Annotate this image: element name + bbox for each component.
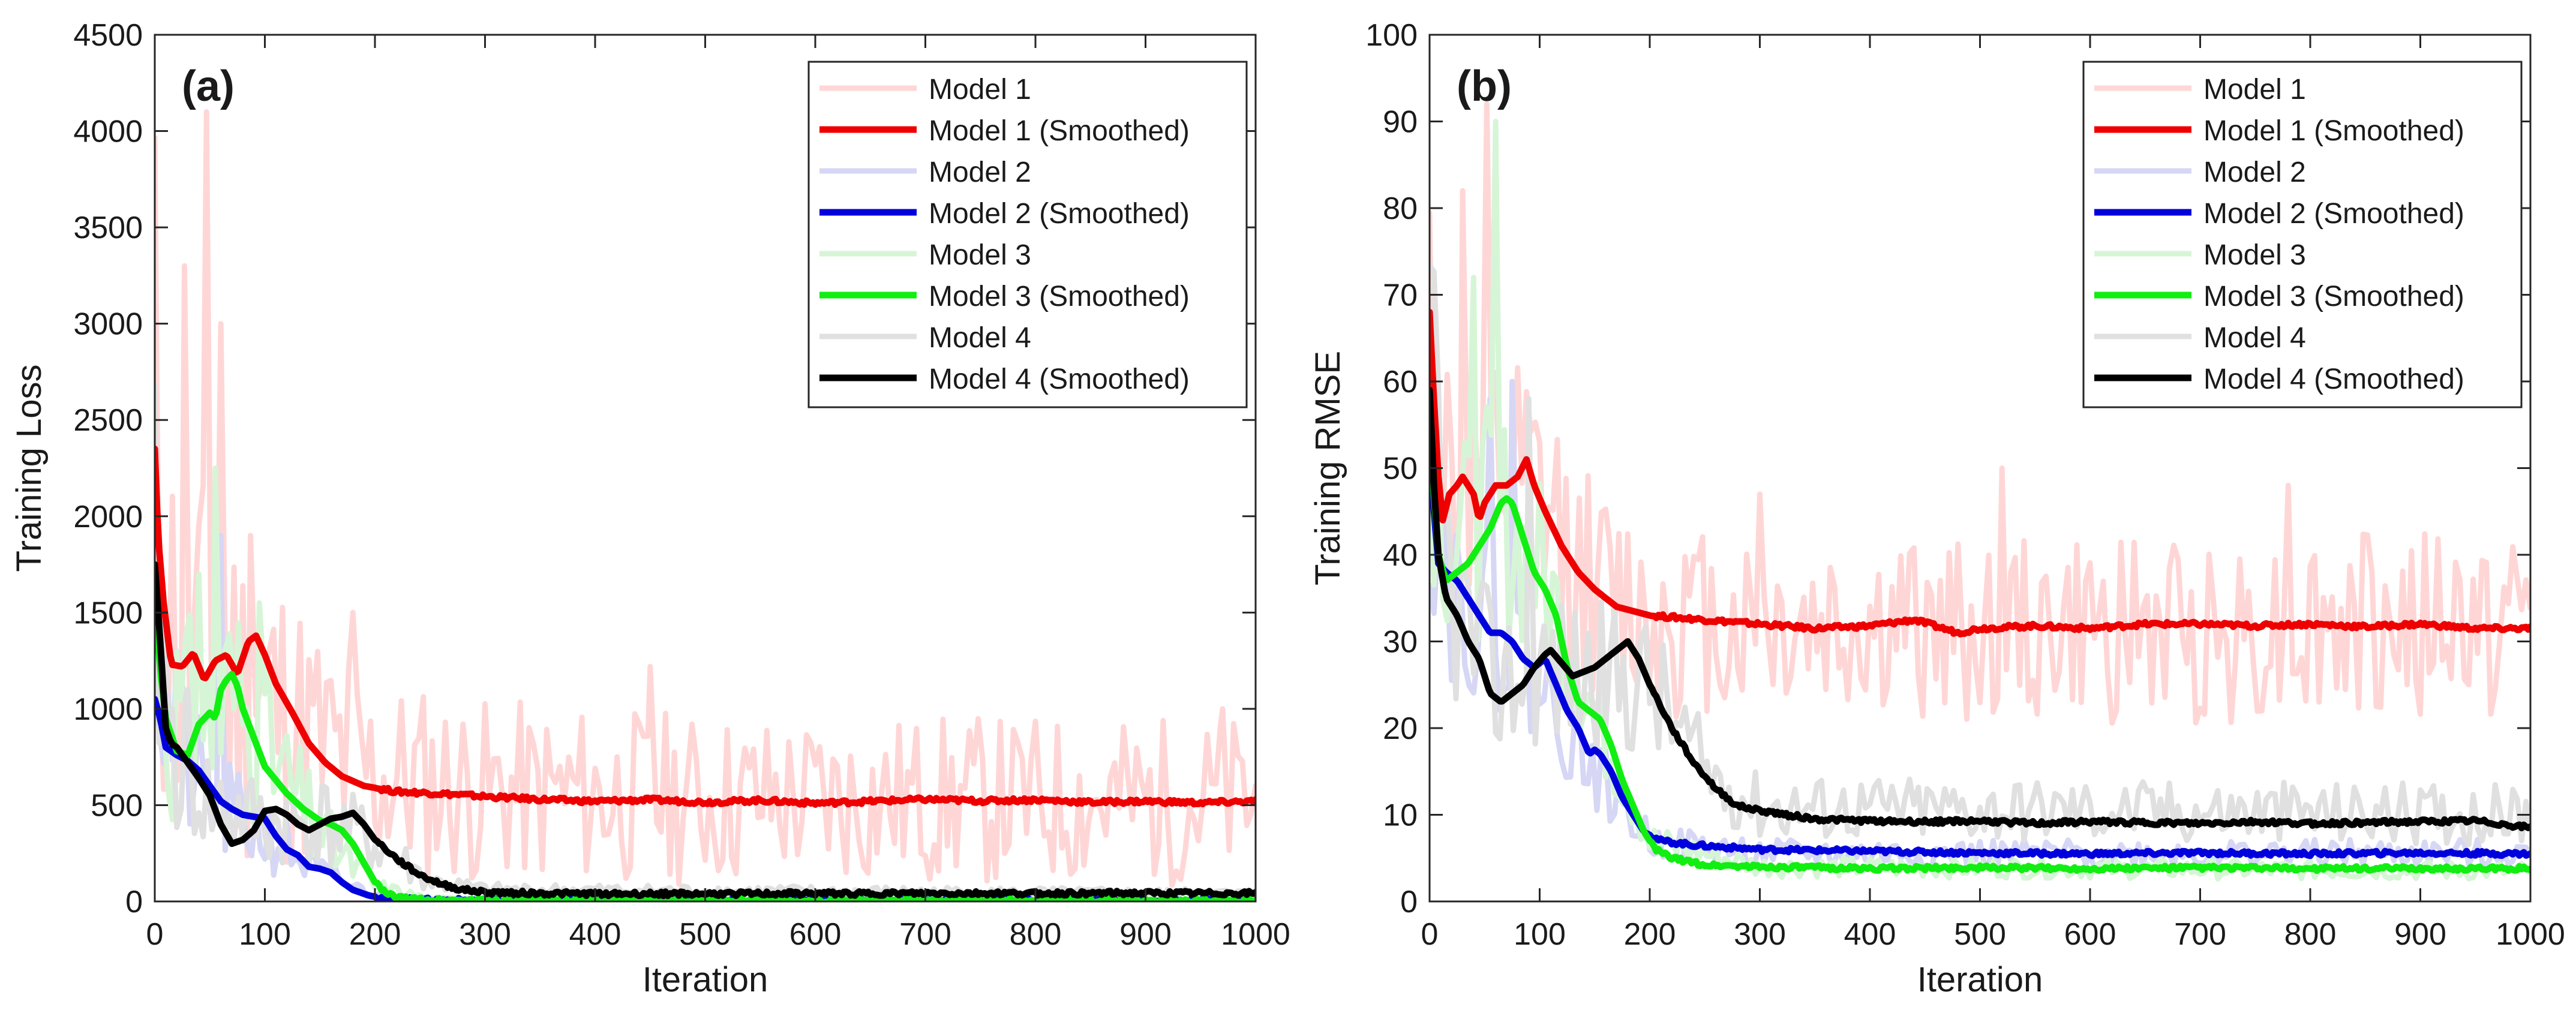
legend-label: Model 2: [2203, 157, 2306, 188]
y-tick-label: 40: [1383, 538, 1418, 573]
legend-label: Model 4: [2203, 322, 2306, 354]
chart-panel-a: 0 100 200 300 400 500 600 700 800 900 1000 0 500 1000…: [10, 18, 1290, 999]
series-model-2-smoothed-line: [1430, 413, 2530, 859]
y-tick-label: 3500: [73, 211, 143, 245]
x-tick-label: 400: [569, 917, 622, 952]
x-tick-label: 500: [1954, 917, 2006, 952]
y-tick-label: 500: [91, 788, 143, 823]
y-tick-label: 80: [1383, 191, 1418, 226]
legend-label: Model 1 (Smoothed): [2203, 115, 2464, 147]
x-tick-label: 0: [146, 917, 164, 952]
y-tick-label: 1000: [73, 692, 143, 727]
x-tick-label: 400: [1844, 917, 1896, 952]
series-model-3-smoothed-line: [1430, 404, 2530, 874]
y-tick-label: 100: [1365, 18, 1418, 53]
x-tick-label: 200: [349, 917, 401, 952]
x-tick-label: 500: [679, 917, 731, 952]
series-model-1-line: [155, 109, 1256, 888]
x-tick-label: 900: [2394, 917, 2446, 952]
legend: Model 1 Model 1 (Smoothed) Model 2 Model 2 …: [2082, 61, 2523, 408]
x-tick-label: 1000: [2496, 917, 2565, 952]
legend-label: Model 3: [2203, 239, 2306, 271]
x-tick-label: 700: [2174, 917, 2226, 952]
x-tick-label: 900: [1119, 917, 1172, 952]
legend: Model 1 Model 1 (Smoothed) Model 2 Model 2 …: [807, 61, 1248, 408]
y-tick-label: 0: [125, 885, 143, 919]
legend-label: Model 2: [929, 157, 1031, 188]
x-tick-label: 600: [2064, 917, 2116, 952]
y-axis-label: Training RMSE: [1308, 351, 1347, 585]
legend-label: Model 4: [929, 322, 1031, 354]
y-tick-label: 60: [1383, 365, 1418, 399]
x-axis-label: Iteration: [1917, 960, 2043, 999]
y-tick-label: 50: [1383, 452, 1418, 486]
y-tick-label: 4500: [73, 18, 143, 53]
y-tick-label: 0: [1400, 885, 1418, 919]
chart-panel-b: 0 100 200 300 400 500 600 700 800 900 1000 0 10 20 30 4…: [1308, 18, 2565, 999]
legend-label: Model 1 (Smoothed): [929, 115, 1190, 147]
y-tick-label: 1500: [73, 596, 143, 630]
legend-label: Model 3 (Smoothed): [2203, 281, 2464, 312]
y-tick-label: 10: [1383, 798, 1418, 833]
x-tick-label: 200: [1624, 917, 1676, 952]
x-axis-label: Iteration: [643, 960, 768, 999]
legend-label: Model 2 (Smoothed): [929, 198, 1190, 230]
y-tick-label: 3000: [73, 307, 143, 342]
legend-label: Model 2 (Smoothed): [2203, 198, 2464, 230]
legend-label: Model 4 (Smoothed): [2203, 363, 2464, 395]
panel-label: (b): [1457, 62, 1512, 110]
legend-label: Model 1: [2203, 74, 2306, 106]
legend-label: Model 3: [929, 239, 1031, 271]
x-tick-label: 100: [1514, 917, 1566, 952]
x-tick-label: 100: [239, 917, 291, 952]
legend-box: [807, 61, 1248, 408]
legend-label: Model 4 (Smoothed): [929, 363, 1190, 395]
legend-label: Model 1: [929, 74, 1031, 106]
legend-box: [2082, 61, 2523, 408]
y-tick-label: 20: [1383, 711, 1418, 746]
y-tick-label: 2000: [73, 500, 143, 534]
x-tick-label: 700: [899, 917, 951, 952]
y-tick-label: 90: [1383, 105, 1418, 140]
x-tick-label: 800: [1010, 917, 1062, 952]
y-tick-label: 30: [1383, 625, 1418, 660]
series-model-1-smoothed-line: [1430, 308, 2530, 638]
plot-area: [1430, 101, 2530, 882]
y-axis-label: Training Loss: [10, 364, 49, 572]
x-tick-label: 0: [1421, 917, 1439, 952]
x-tick-label: 300: [459, 917, 511, 952]
y-tick-label: 2500: [73, 403, 143, 438]
legend-label: Model 3 (Smoothed): [929, 281, 1190, 312]
panel-label: (a): [182, 62, 235, 110]
y-tick-label: 4000: [73, 115, 143, 149]
y-tick-label: 70: [1383, 278, 1418, 313]
x-tick-label: 1000: [1221, 917, 1290, 952]
x-tick-label: 300: [1734, 917, 1786, 952]
series-model-4-smoothed-line: [1430, 387, 2530, 831]
series-model-1-smoothed-line: [155, 445, 1256, 808]
x-tick-label: 600: [789, 917, 842, 952]
x-tick-label: 800: [2284, 917, 2337, 952]
